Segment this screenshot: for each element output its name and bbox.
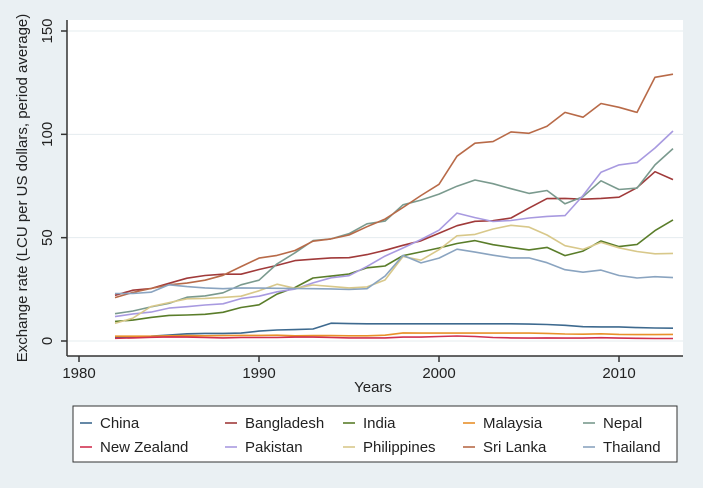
legend-label: Malaysia [483,415,543,432]
legend-label: India [363,415,396,432]
legend-box [72,405,678,463]
series-line-new-zealand [114,335,673,340]
series-line-india [114,219,674,323]
x-tick-label: 2010 [602,365,635,382]
legend-label: New Zealand [100,439,188,456]
legend-label: Pakistan [245,439,303,456]
legend: China Bangladesh India Malaysia Nepal New Zea… [72,405,678,463]
legend-label: China [100,415,140,432]
x-tick-label: 1980 [62,365,95,382]
x-tick-label: 2000 [422,365,455,382]
x-axis-title: Years [354,379,392,396]
x-ticks: 1980 1990 2000 2010 [62,356,636,382]
y-tick-label: 100 [39,122,56,147]
series-line-sri-lanka [114,73,674,299]
plot-area [67,20,683,356]
x-tick-label: 1990 [242,365,275,382]
y-tick-label: 150 [39,18,56,43]
y-tick-label: 50 [39,229,56,246]
legend-label: Thailand [603,439,661,456]
legend-label: Nepal [603,415,642,432]
series-line-malaysia [115,332,674,338]
series-line-philippines [114,224,674,325]
y-ticks: 0 50 100 150 [39,18,67,345]
series-line-pakistan [114,130,674,318]
legend-label: Sri Lanka [483,439,547,456]
gridlines [68,30,683,342]
series-line-thailand [115,248,674,295]
y-axis-title: Exchange rate (LCU per US dollars, perio… [14,14,31,363]
series-lines [114,73,674,340]
legend-label: Philippines [363,439,436,456]
series-line-china [114,322,674,338]
legend-label: Bangladesh [245,415,324,432]
y-tick-label: 0 [39,337,56,345]
